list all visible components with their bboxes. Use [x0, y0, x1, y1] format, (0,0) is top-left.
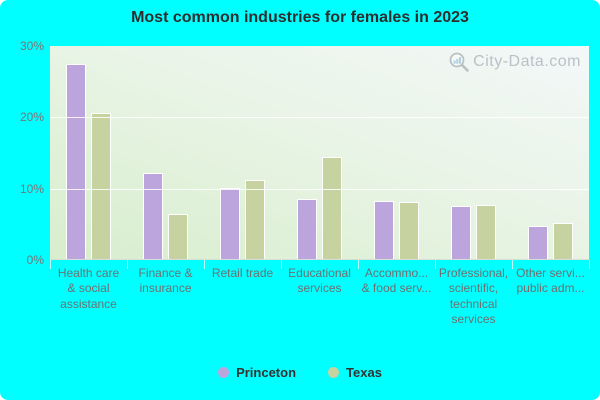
- bar-group-6: [512, 46, 589, 259]
- x-axis-tick-6: [512, 260, 513, 269]
- bar-princeton-4: [374, 200, 394, 259]
- x-axis-tick-7: [589, 260, 590, 269]
- x-category-label-6: Other servi... public adm...: [516, 266, 585, 296]
- gridline-10: [50, 188, 589, 190]
- x-axis-tick-5: [435, 260, 436, 269]
- x-axis-tick-1: [127, 260, 128, 269]
- x-category-label-5: Professional, scientific, technical service…: [438, 266, 509, 327]
- y-tick-label-0: 0%: [26, 253, 44, 267]
- bar-texas-1: [168, 214, 188, 259]
- bar-texas-6: [553, 223, 573, 259]
- bar-group-0: [50, 46, 127, 259]
- x-category-label-1: Finance & insurance: [138, 266, 193, 296]
- x-category-label-4: Accommo... & food serv...: [361, 266, 432, 296]
- bar-group-4: [358, 46, 435, 259]
- bar-group-3: [281, 46, 358, 259]
- bar-texas-5: [476, 204, 496, 259]
- bar-princeton-5: [451, 205, 471, 259]
- texas-legend-dot: [328, 367, 340, 378]
- y-tick-label-30: 30%: [19, 39, 44, 53]
- chart-title: Most common industries for females in 20…: [131, 9, 469, 26]
- bar-texas-0: [91, 113, 111, 259]
- x-axis-tick-0: [50, 260, 51, 269]
- y-tick-label-10: 10%: [19, 181, 44, 196]
- x-category-label-2: Retail trade: [211, 266, 274, 280]
- legend: Princeton Texas: [0, 365, 600, 380]
- bar-princeton-3: [297, 199, 317, 259]
- x-axis-tick-2: [204, 260, 205, 269]
- bar-princeton-6: [528, 226, 548, 259]
- texas-legend-label: Texas: [346, 365, 382, 380]
- x-axis-labels: Health care & social assistance Finance & in…: [50, 266, 589, 327]
- gridline-20: [50, 117, 589, 119]
- x-axis-tick-3: [281, 260, 282, 269]
- x-axis-tick-4: [358, 260, 359, 269]
- bar-princeton-2: [220, 187, 240, 259]
- princeton-legend-label: Princeton: [236, 365, 297, 380]
- magnifier-bar-chart-icon: [449, 52, 469, 72]
- y-axis: 0% 10% 20% 30%: [0, 39, 44, 267]
- x-category-label-3: Educational services: [288, 266, 351, 296]
- legend-item-texas: Texas: [328, 365, 382, 380]
- bar-texas-2: [245, 179, 265, 259]
- bar-princeton-0: [66, 64, 86, 259]
- bar-texas-4: [399, 201, 419, 259]
- bar-texas-3: [322, 157, 342, 259]
- plot-area: City-Data.com: [50, 46, 590, 269]
- bar-princeton-1: [143, 172, 163, 259]
- bars-container: [50, 46, 589, 259]
- watermark: City-Data.com: [448, 51, 581, 73]
- legend-item-princeton: Princeton: [218, 365, 296, 380]
- x-category-label-0: Health care & social assistance: [57, 266, 120, 311]
- princeton-legend-dot: [218, 367, 230, 378]
- bar-group-1: [127, 46, 204, 259]
- watermark-text: City-Data.com: [473, 53, 581, 70]
- y-tick-label-20: 20%: [19, 110, 44, 125]
- bar-group-5: [435, 46, 512, 259]
- bar-group-2: [204, 46, 281, 259]
